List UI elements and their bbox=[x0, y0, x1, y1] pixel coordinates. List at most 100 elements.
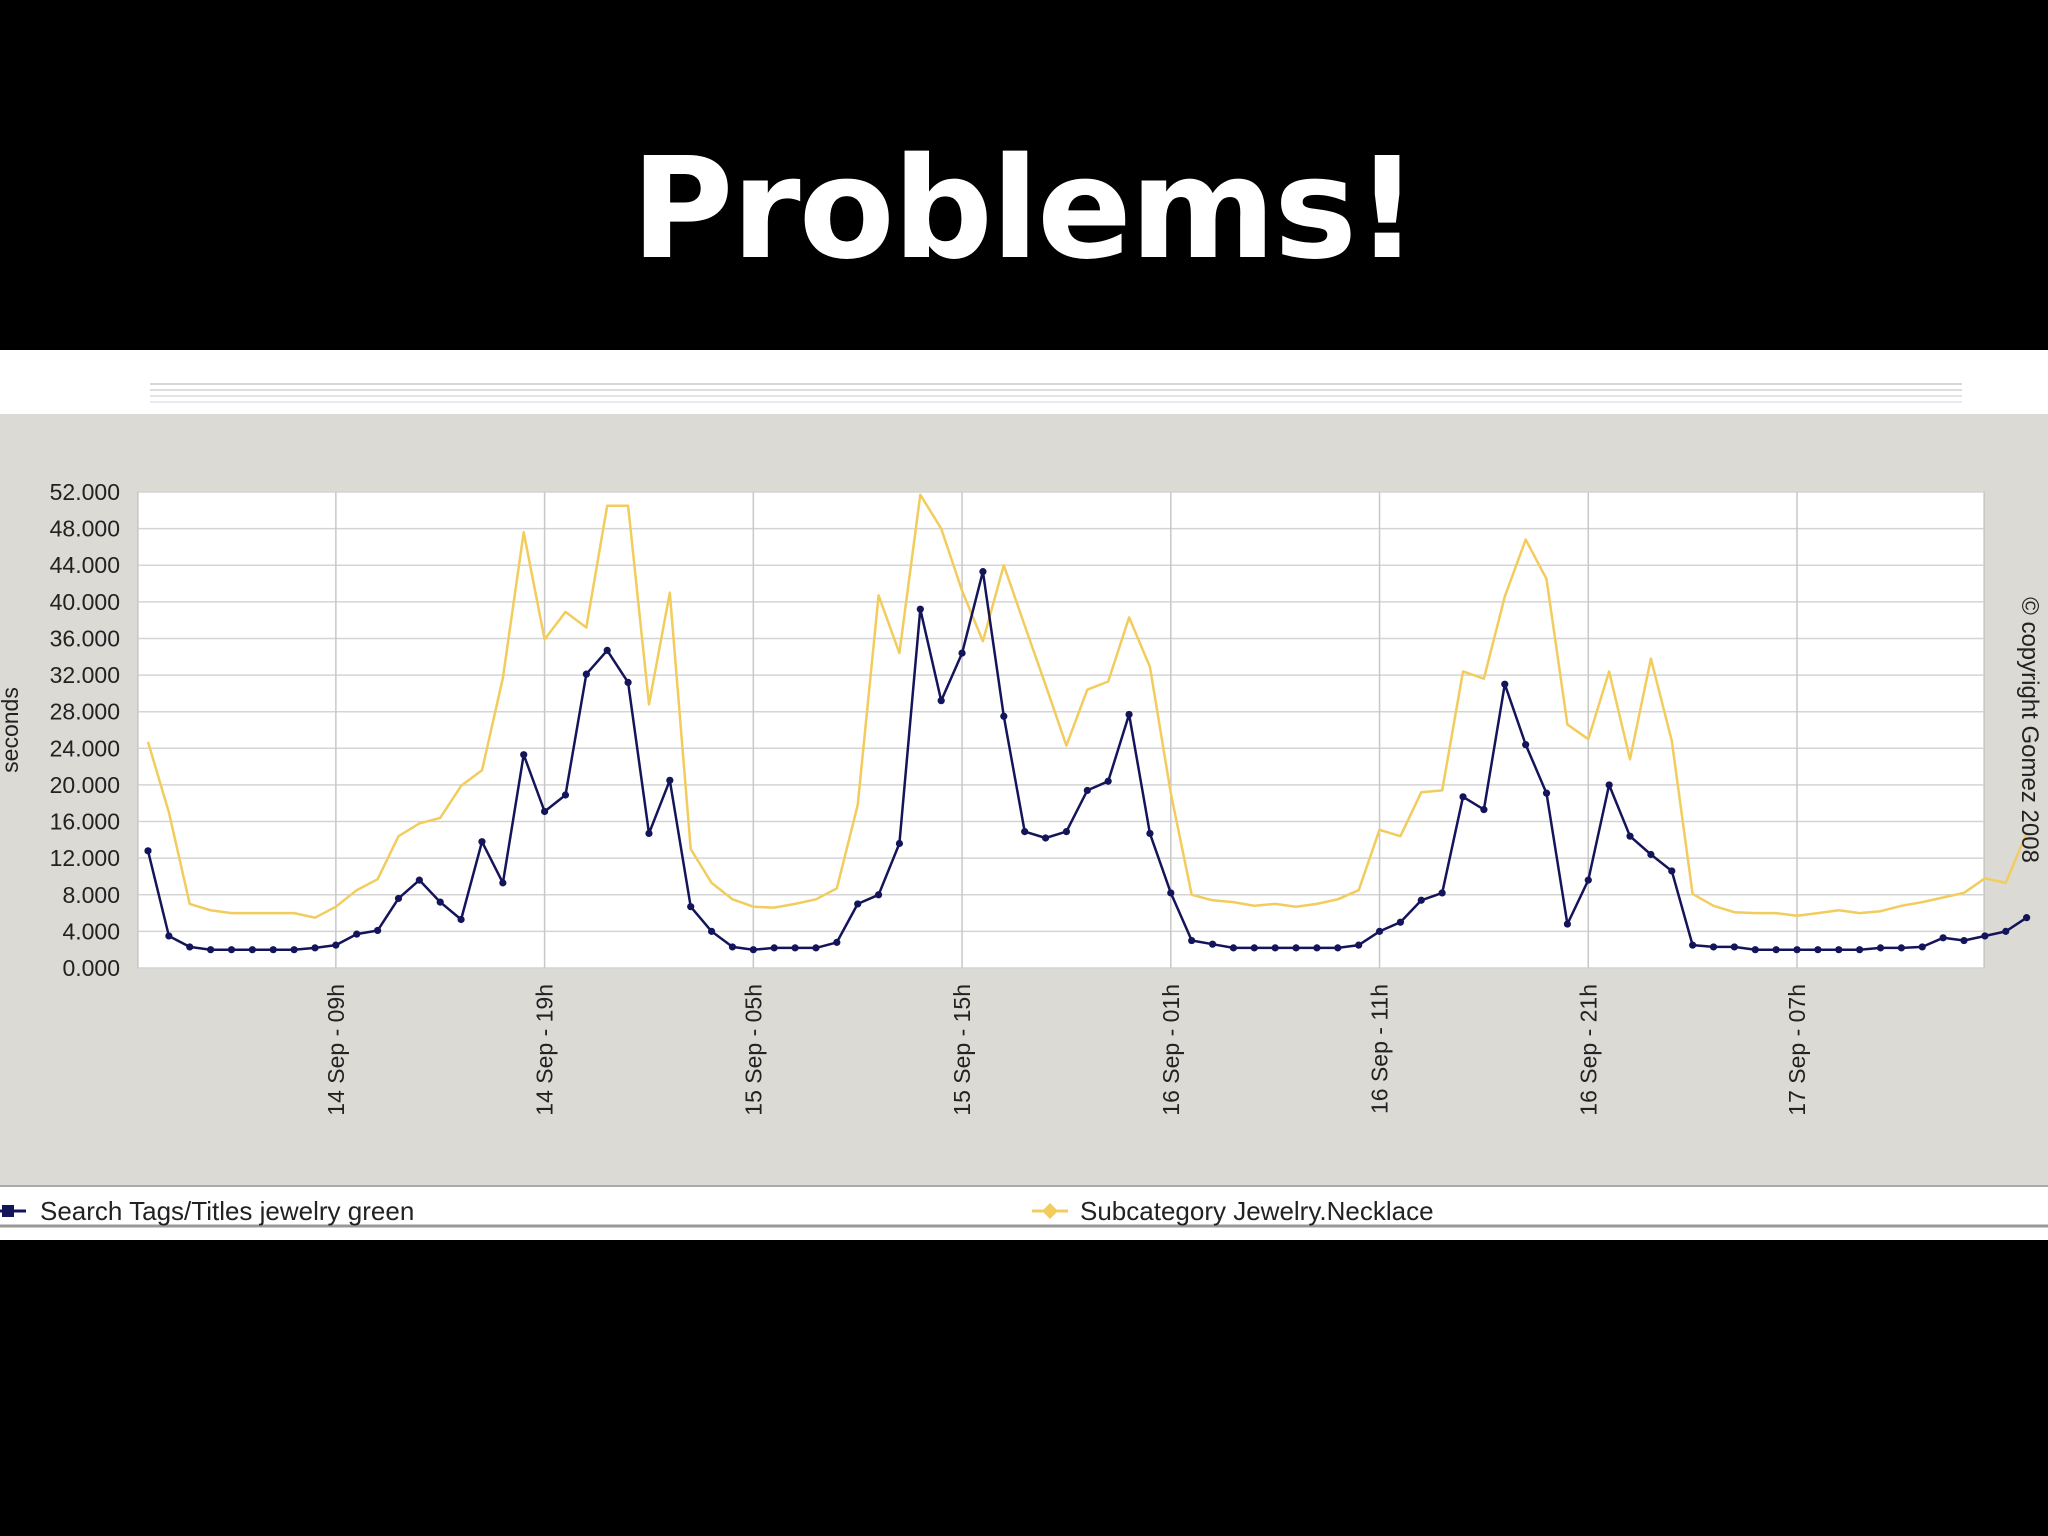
y-tick-label: 24.000 bbox=[50, 735, 120, 761]
data-point bbox=[979, 568, 987, 576]
data-point bbox=[1167, 889, 1175, 897]
series-group bbox=[144, 493, 2031, 954]
data-point bbox=[854, 900, 862, 908]
data-point bbox=[1668, 867, 1676, 875]
data-point bbox=[290, 946, 298, 954]
data-point bbox=[207, 946, 215, 954]
legend-item-search: Search Tags/Titles jewelry green bbox=[0, 1196, 414, 1226]
data-point bbox=[1334, 944, 1342, 952]
data-point bbox=[1522, 741, 1530, 749]
legend-label-search: Search Tags/Titles jewelry green bbox=[40, 1196, 414, 1226]
data-point bbox=[1480, 806, 1488, 814]
data-point bbox=[415, 876, 423, 884]
y-tick-label: 36.000 bbox=[50, 625, 120, 651]
data-point bbox=[1960, 936, 1968, 945]
data-point bbox=[1146, 829, 1154, 838]
y-tick-label: 40.000 bbox=[50, 589, 120, 615]
data-point bbox=[499, 879, 507, 887]
y-tick-label: 0.000 bbox=[62, 955, 120, 981]
y-tick-label: 48.000 bbox=[50, 516, 120, 542]
data-point bbox=[1981, 932, 1989, 940]
x-tick-label: 16 Sep - 21h bbox=[1575, 984, 1601, 1116]
data-point bbox=[2023, 914, 2031, 922]
slide-title: Problems! bbox=[630, 128, 1419, 291]
data-point bbox=[645, 829, 653, 838]
x-tick-label: 14 Sep - 09h bbox=[323, 984, 349, 1116]
data-point bbox=[394, 894, 403, 903]
data-point bbox=[1250, 944, 1258, 952]
data-point bbox=[1563, 920, 1572, 928]
data-point bbox=[1751, 946, 1759, 954]
legend-marker-subcategory bbox=[1042, 1203, 1058, 1219]
data-point bbox=[812, 944, 820, 952]
data-point bbox=[1438, 889, 1446, 897]
data-point bbox=[624, 678, 632, 686]
data-point bbox=[540, 807, 549, 816]
data-point bbox=[1647, 850, 1655, 859]
data-point bbox=[1021, 828, 1029, 836]
data-point bbox=[1000, 712, 1008, 720]
data-point bbox=[1417, 896, 1425, 904]
x-tick-label: 15 Sep - 05h bbox=[740, 984, 766, 1116]
x-tick-label: 16 Sep - 01h bbox=[1158, 984, 1184, 1116]
data-point bbox=[1229, 944, 1238, 952]
data-point bbox=[1188, 936, 1196, 945]
data-point bbox=[1396, 918, 1405, 926]
data-point bbox=[1793, 946, 1801, 954]
data-point bbox=[1939, 934, 1947, 942]
legend-marker-search bbox=[2, 1205, 14, 1217]
x-tick-label: 16 Sep - 11h bbox=[1367, 984, 1393, 1114]
data-point bbox=[1856, 946, 1864, 954]
legend-bar bbox=[0, 1186, 2048, 1226]
data-point bbox=[791, 944, 799, 952]
data-point bbox=[1104, 777, 1112, 785]
header-rules bbox=[150, 383, 1962, 403]
data-point bbox=[269, 946, 277, 954]
data-point bbox=[833, 938, 841, 946]
data-point bbox=[2002, 927, 2010, 935]
legend-label-subcategory: Subcategory Jewelry.Necklace bbox=[1080, 1196, 1434, 1226]
data-point bbox=[603, 646, 611, 654]
data-point bbox=[1730, 943, 1738, 951]
y-tick-label: 20.000 bbox=[50, 772, 120, 798]
data-point bbox=[1041, 834, 1050, 842]
data-point bbox=[1709, 943, 1718, 951]
data-point bbox=[1584, 876, 1592, 884]
data-point bbox=[1292, 944, 1300, 952]
data-point bbox=[1897, 944, 1905, 952]
line-chart: 52.000 48.000 44.000 40.000 36.000 32.000 28.0… bbox=[0, 383, 2048, 1228]
data-point bbox=[582, 670, 590, 678]
data-point bbox=[1814, 946, 1822, 954]
y-tick-label: 32.000 bbox=[50, 662, 120, 688]
x-axis: 14 Sep - 09h 14 Sep - 19h 15 Sep - 05h 15 S… bbox=[323, 984, 1810, 1116]
y-tick-label: 52.000 bbox=[50, 479, 120, 505]
data-point bbox=[728, 943, 737, 951]
y-axis: 52.000 48.000 44.000 40.000 36.000 32.000 28.0… bbox=[50, 479, 120, 981]
data-point bbox=[1375, 927, 1384, 935]
y-tick-label: 16.000 bbox=[50, 809, 120, 835]
data-point bbox=[311, 944, 319, 952]
data-point bbox=[561, 791, 570, 799]
y-tick-label: 8.000 bbox=[62, 882, 120, 908]
data-point bbox=[1125, 710, 1133, 719]
data-point bbox=[770, 944, 778, 952]
y-tick-label: 4.000 bbox=[62, 918, 120, 944]
data-point bbox=[436, 898, 444, 906]
data-point bbox=[1083, 786, 1091, 795]
data-point bbox=[1835, 946, 1843, 954]
data-point bbox=[916, 605, 924, 613]
data-point bbox=[1689, 941, 1697, 949]
data-point bbox=[1876, 944, 1885, 952]
data-point bbox=[478, 838, 486, 846]
data-point bbox=[1605, 781, 1613, 789]
data-point bbox=[1459, 793, 1467, 801]
legend: Search Tags/Titles jewelry green Subcate… bbox=[0, 1196, 1434, 1226]
data-point bbox=[1542, 789, 1551, 797]
data-point bbox=[248, 946, 256, 954]
data-point bbox=[186, 943, 194, 951]
data-point bbox=[457, 915, 465, 924]
chart-panel: 52.000 48.000 44.000 40.000 36.000 32.000 28.0… bbox=[0, 350, 2048, 1240]
data-point bbox=[144, 847, 152, 855]
data-point bbox=[1626, 832, 1634, 840]
data-point bbox=[353, 930, 361, 938]
